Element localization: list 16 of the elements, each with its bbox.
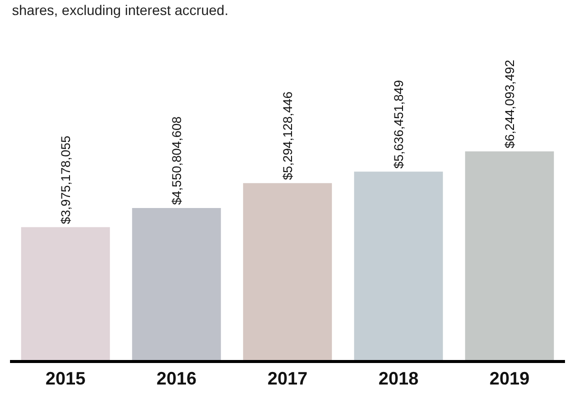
bar [465,151,554,360]
data-label: $6,244,093,492 [502,60,518,148]
bar [354,172,443,360]
bar [132,208,221,360]
x-tick-label: 2016 [156,368,197,389]
x-tick-label: 2019 [489,368,530,389]
data-label: $5,294,128,446 [280,92,296,180]
data-label: $5,636,451,849 [391,80,406,169]
bar [243,183,332,360]
bar [21,227,110,360]
data-label: $3,975,178,055 [58,136,74,224]
data-label: $4,550,804,608 [169,116,184,205]
x-tick-label: 2015 [45,368,86,389]
x-tick-label: 2017 [267,368,308,389]
x-tick-label: 2018 [378,368,419,389]
chart-subtitle: shares, excluding interest accrued. [12,2,228,18]
